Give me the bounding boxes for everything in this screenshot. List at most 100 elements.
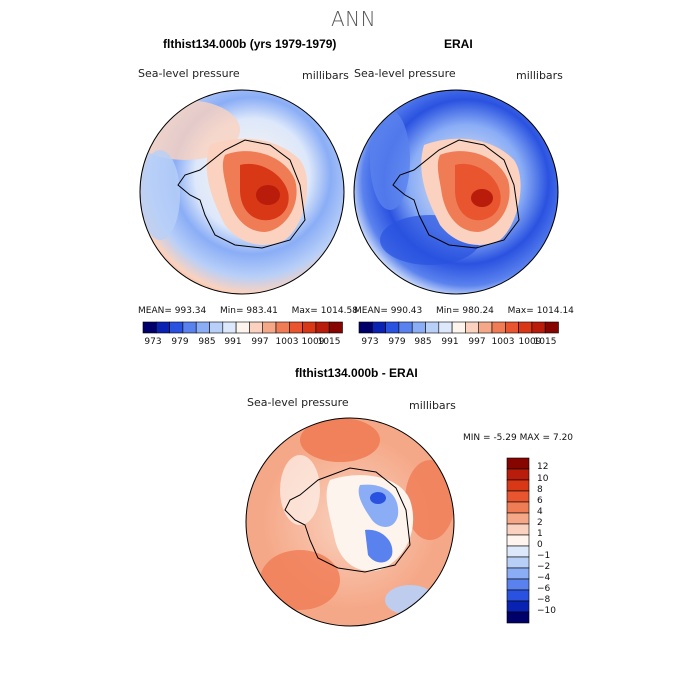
panel3-colorbar-label: 2 — [537, 518, 543, 528]
panel2-colorbar-label: 997 — [468, 337, 486, 347]
panel2-max-value: 1014.14 — [536, 306, 574, 316]
panel1-colorbar-label: 1015 — [317, 337, 341, 347]
panel2-colorbar-label: 979 — [388, 337, 406, 347]
colorbar-swatch — [182, 321, 197, 334]
colorbar-swatch — [465, 321, 479, 334]
panel3-map — [245, 417, 455, 627]
panel1-units-label: millibars — [302, 69, 349, 82]
panel3-variable-label: Sea-level pressure — [247, 396, 349, 409]
colorbar-swatch — [531, 321, 546, 334]
colorbar-swatch — [275, 321, 290, 334]
colorbar-swatch — [506, 479, 530, 492]
panel3-min-value: -5.29 — [493, 433, 517, 443]
colorbar-swatch — [385, 321, 400, 334]
colorbar-swatch — [506, 523, 530, 536]
colorbar-swatch — [222, 321, 237, 334]
panel3-coastline — [284, 467, 411, 573]
colorbar-swatch — [438, 321, 453, 334]
panel3-max-value: 7.20 — [552, 433, 574, 443]
panel1-mean-label: MEAN= — [138, 306, 172, 316]
panel2-colorbar-label: 985 — [414, 337, 432, 347]
panel1-max-value: 1014.58 — [320, 306, 358, 316]
colorbar-swatch — [328, 321, 343, 334]
panel3-colorbar-label: −1 — [537, 551, 551, 561]
colorbar-swatch — [209, 321, 224, 334]
colorbar-swatch — [451, 321, 466, 334]
panel1-colorbar-label: 979 — [171, 337, 189, 347]
panel3-colorbar-label: −8 — [537, 595, 551, 605]
panel3-colorbar-label: 8 — [537, 485, 543, 495]
panel2-mean-value: 990.43 — [390, 306, 423, 316]
colorbar-swatch — [506, 468, 530, 481]
panel2-title: ERAI — [444, 37, 473, 51]
colorbar-swatch — [506, 556, 530, 569]
panel2-colorbar — [358, 321, 559, 334]
panel3-colorbar-label: −4 — [537, 573, 551, 583]
colorbar-swatch — [478, 321, 493, 334]
panel1-coastline — [177, 139, 306, 249]
colorbar-swatch — [506, 512, 530, 525]
colorbar-swatch — [506, 534, 530, 547]
colorbar-swatch — [169, 321, 184, 334]
colorbar-swatch — [506, 545, 530, 558]
colorbar-swatch — [506, 611, 530, 624]
panel2-colorbar-label: 973 — [361, 337, 379, 347]
panel3-colorbar-label: 12 — [537, 462, 549, 472]
panel3-colorbar-label: −10 — [537, 606, 556, 616]
colorbar-swatch — [506, 501, 530, 514]
colorbar-swatch — [506, 567, 530, 580]
panel1-mean-value: 993.34 — [174, 306, 207, 316]
colorbar-swatch — [142, 321, 157, 334]
panel3-units-label: millibars — [409, 399, 456, 412]
panel3-stats: MIN = -5.29 MAX = 7.20 — [463, 433, 573, 443]
panel1-colorbar-label: 973 — [144, 337, 162, 347]
panel1-min-label: Min= — [220, 306, 244, 316]
panel2-colorbar-label: 991 — [441, 337, 459, 347]
panel3-colorbar-label: 6 — [537, 496, 543, 506]
colorbar-swatch — [398, 321, 413, 334]
panel2-units-label: millibars — [516, 69, 563, 82]
panel3-title: flthist134.000b - ERAI — [295, 366, 418, 380]
panel3-min-label: MIN = — [463, 433, 491, 443]
colorbar-swatch — [491, 321, 506, 334]
panel2-map — [353, 89, 559, 295]
panel1-map — [139, 89, 345, 295]
panel2-coastline — [392, 139, 520, 249]
colorbar-swatch — [518, 321, 533, 334]
colorbar-swatch — [506, 578, 530, 591]
panel1-colorbar — [142, 321, 343, 334]
colorbar-swatch — [411, 321, 426, 334]
panel1-variable-label: Sea-level pressure — [138, 67, 240, 80]
panel3-colorbar — [506, 457, 530, 624]
colorbar-swatch — [302, 321, 317, 334]
colorbar-swatch — [288, 321, 303, 334]
colorbar-swatch — [504, 321, 519, 334]
panel1-colorbar-label: 997 — [251, 337, 269, 347]
panel3-colorbar-label: −6 — [537, 584, 551, 594]
colorbar-swatch — [425, 321, 440, 334]
colorbar-swatch — [506, 600, 530, 613]
colorbar-swatch — [506, 589, 530, 602]
colorbar-swatch — [235, 321, 250, 334]
panel1-colorbar-label: 1003 — [275, 337, 299, 347]
panel2-stats: MEAN= 990.43 Min= 980.24 Max= 1014.14 — [354, 306, 574, 316]
figure-title: ANN — [331, 7, 377, 31]
panel1-colorbar-label: 985 — [198, 337, 216, 347]
panel3-colorbar-label: −2 — [537, 562, 551, 572]
panel3-colorbar-label: 0 — [537, 540, 543, 550]
panel2-max-label: Max= — [507, 306, 534, 316]
panel1-title: flthist134.000b (yrs 1979-1979) — [163, 37, 337, 51]
panel2-variable-label: Sea-level pressure — [354, 67, 456, 80]
colorbar-swatch — [371, 321, 386, 334]
colorbar-swatch — [315, 321, 330, 334]
panel2-colorbar-label: 1009 — [518, 337, 542, 347]
panel2-mean-label: MEAN= — [354, 306, 388, 316]
panel3-max-label: MAX = — [519, 433, 551, 443]
colorbar-swatch — [262, 321, 277, 334]
panel2-colorbar-label: 1015 — [533, 337, 557, 347]
panel2-min-value: 980.24 — [462, 306, 494, 316]
panel3-colorbar-label: 4 — [537, 507, 543, 517]
panel1-min-value: 983.41 — [246, 306, 278, 316]
colorbar-swatch — [506, 490, 530, 503]
colorbar-swatch — [195, 321, 210, 334]
